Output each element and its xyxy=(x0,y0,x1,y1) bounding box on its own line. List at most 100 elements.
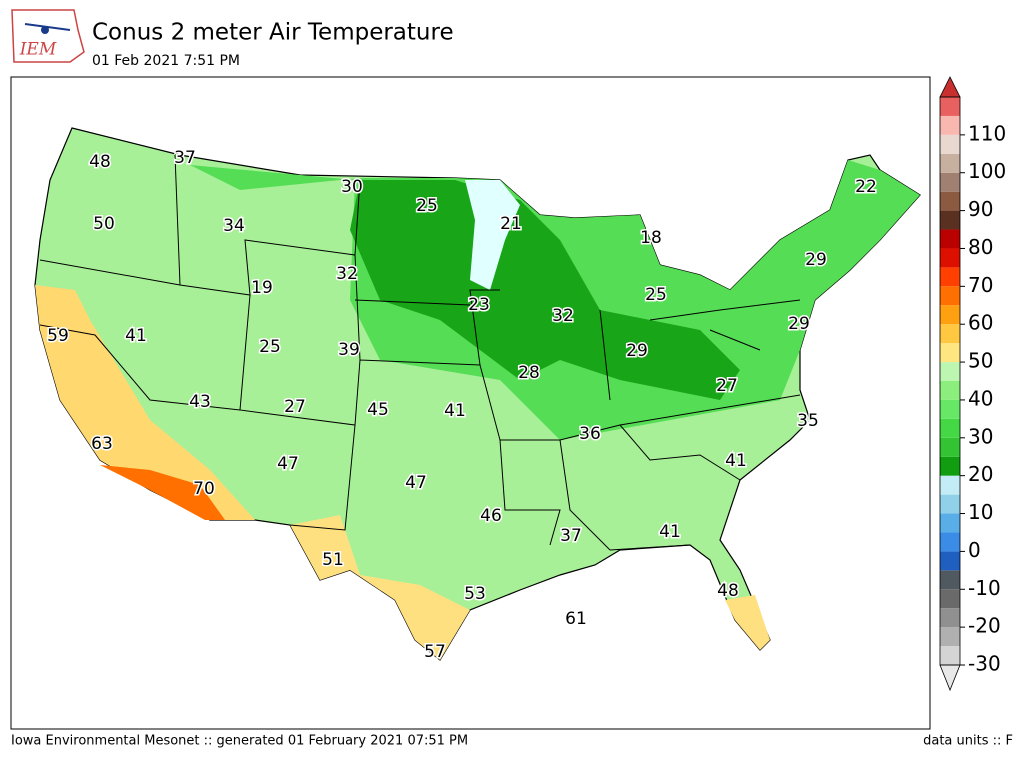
station-value: 35 xyxy=(797,411,819,431)
colorbar-tick-label: -10 xyxy=(968,576,1001,600)
station-value: 36 xyxy=(579,424,601,444)
logo: IEM xyxy=(11,9,85,63)
colorbar-bin xyxy=(940,343,960,363)
colorbar-tick-label: 0 xyxy=(968,538,981,562)
station-value: 48 xyxy=(89,152,111,172)
station-value: 18 xyxy=(640,228,662,248)
colorbar-bin xyxy=(940,191,960,211)
title: Conus 2 meter Air Temperature xyxy=(92,20,454,46)
footer-right: data units :: F xyxy=(923,734,1013,749)
station-value: 48 xyxy=(717,581,739,601)
colorbar-tick-label: 80 xyxy=(968,235,993,259)
colorbar-under xyxy=(939,664,961,692)
station-value: 47 xyxy=(277,454,299,474)
colorbar-bin xyxy=(940,115,960,135)
station-value: 34 xyxy=(223,216,245,236)
station-value: 53 xyxy=(464,584,486,604)
station-value: 23 xyxy=(468,295,490,315)
subtitle: 01 Feb 2021 7:51 PM xyxy=(92,53,240,69)
colorbar-bin xyxy=(940,267,960,287)
station-value: 43 xyxy=(189,392,211,412)
station-value: 46 xyxy=(480,506,502,526)
station-value: 27 xyxy=(716,376,738,396)
warm-fl xyxy=(725,595,770,650)
colorbar-tick-label: 10 xyxy=(968,500,993,524)
station-value: 25 xyxy=(259,337,281,357)
station-value: 63 xyxy=(91,434,113,454)
colorbar-bin xyxy=(940,646,960,665)
station-value: 37 xyxy=(174,148,196,168)
station-value: 47 xyxy=(405,473,427,493)
colorbar-bin xyxy=(940,399,960,419)
warm-tx xyxy=(290,515,470,660)
footer-left: Iowa Environmental Mesonet :: generated … xyxy=(11,734,468,749)
station-value: 25 xyxy=(645,285,667,305)
colorbar-tick-label: 40 xyxy=(968,386,993,410)
hot-sw xyxy=(100,465,225,520)
colorbar-bin xyxy=(940,608,960,628)
colorbar-bin xyxy=(940,475,960,495)
station-value: 21 xyxy=(500,214,522,234)
colorbar-tick-label: -30 xyxy=(968,652,1001,676)
map: 48 37 30 25 21 18 22 50 34 32 29 19 23 32 25 59 41 25 39 29… xyxy=(34,127,921,664)
station-value: 29 xyxy=(788,314,810,334)
station-value: 22 xyxy=(855,177,877,197)
colorbar-tick-label: 70 xyxy=(968,273,993,297)
station-value: 19 xyxy=(251,278,273,298)
colorbar-bin xyxy=(940,97,960,116)
colorbar-over xyxy=(939,76,961,98)
colorbar-bin xyxy=(940,570,960,590)
colorbar-tick-label: 110 xyxy=(968,121,1006,145)
station-value: 41 xyxy=(659,522,681,542)
station-value: 32 xyxy=(552,306,574,326)
warm-sw xyxy=(35,285,255,520)
cold-core xyxy=(350,180,740,400)
colorbar-bin xyxy=(940,418,960,438)
colorbar-tick-label: 60 xyxy=(968,311,993,335)
station-value: 32 xyxy=(336,264,358,284)
colorbar-bin xyxy=(940,381,960,400)
colorbar-bin xyxy=(940,362,960,381)
station-value: 27 xyxy=(284,397,306,417)
colorbar-bin xyxy=(940,324,960,344)
colorbar-bin xyxy=(940,172,960,192)
station-value: 41 xyxy=(725,451,747,471)
colorbar-tick-label: 30 xyxy=(968,424,993,448)
station-value: 57 xyxy=(424,642,446,662)
station-value: 39 xyxy=(338,340,360,360)
colorbar-bin xyxy=(940,210,960,230)
station-value: 50 xyxy=(93,214,115,234)
states xyxy=(39,154,801,551)
cold-spot xyxy=(465,180,520,290)
station-value: 30 xyxy=(341,177,363,197)
colorbar-bin xyxy=(940,494,960,514)
station-value: 41 xyxy=(125,326,147,346)
station-value: 70 xyxy=(193,479,215,499)
station-value: 29 xyxy=(626,341,648,361)
colorbar-outline xyxy=(939,96,961,666)
station-value: 59 xyxy=(47,326,69,346)
colorbar-bin xyxy=(940,589,960,609)
station-value: 25 xyxy=(416,196,438,216)
colorbar-bin xyxy=(940,437,960,457)
colorbar-bin xyxy=(940,532,960,552)
colorbar-bin xyxy=(940,305,960,325)
colorbar-bin xyxy=(940,153,960,173)
colorbar-bin xyxy=(940,134,960,154)
station-value: 41 xyxy=(444,401,466,421)
colorbar-tick-label: 90 xyxy=(968,197,993,221)
colorbar-bin xyxy=(940,248,960,268)
colorbar-bin xyxy=(940,627,960,647)
colorbar: -30 -20 -10 0 10 20 30 40 50 60 70 80 90 100 110 xyxy=(939,76,1006,692)
colorbar-tick-label: 100 xyxy=(968,159,1006,183)
colorbar-tick-label: 20 xyxy=(968,462,993,486)
station-value: 28 xyxy=(518,363,540,383)
colorbar-tick-label: -20 xyxy=(968,614,1001,638)
colorbar-bin xyxy=(940,456,960,476)
colorbar-bin xyxy=(940,513,960,533)
colorbar-bin xyxy=(940,229,960,249)
colorbar-bin xyxy=(940,551,960,571)
station-value: 51 xyxy=(322,550,344,570)
station-value: 29 xyxy=(805,250,827,270)
